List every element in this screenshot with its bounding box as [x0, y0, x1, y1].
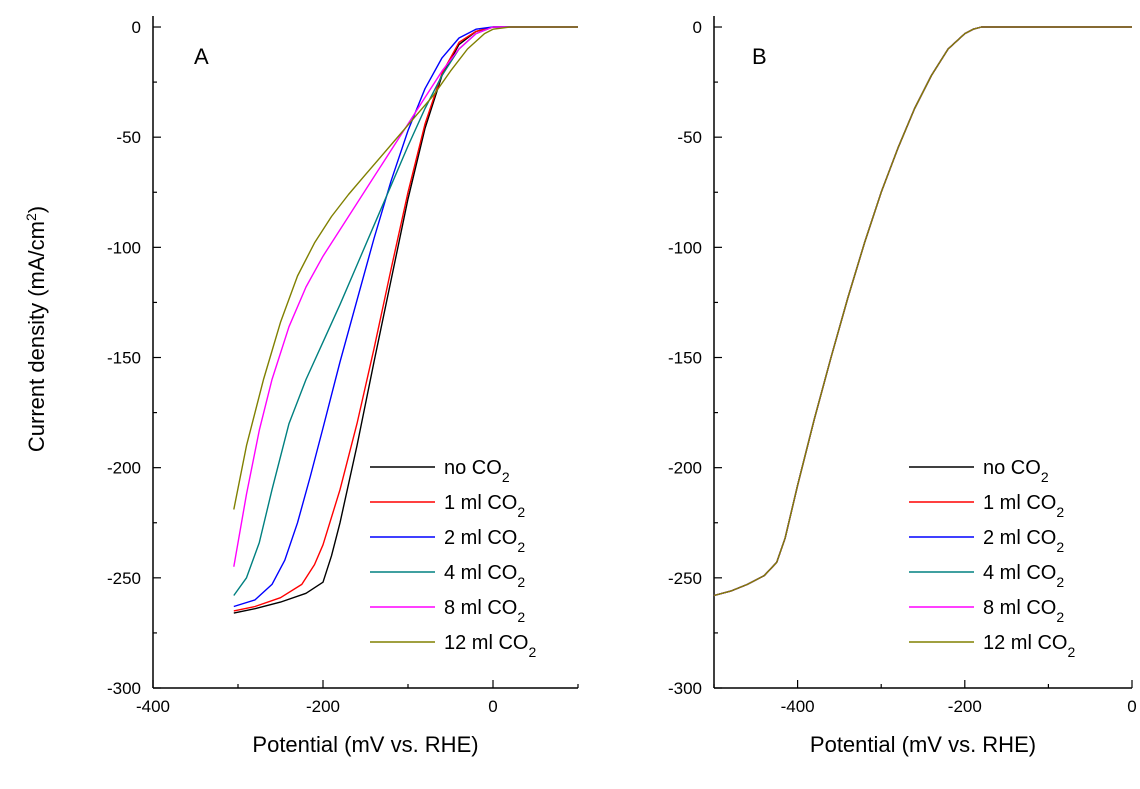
legend-entry: no CO2: [444, 457, 510, 485]
series-line: [713, 26, 1132, 597]
y-tick-label: -150: [107, 349, 141, 368]
legend-entry: 1 ml CO2: [444, 492, 525, 520]
y-tick-label: -150: [668, 349, 702, 368]
y-tick-label: -100: [668, 238, 702, 257]
y-tick-label: -300: [668, 679, 702, 698]
y-tick-label: -200: [668, 459, 702, 478]
legend-entry: no CO2: [983, 457, 1049, 485]
legend-entry: 4 ml CO2: [444, 562, 525, 590]
x-tick-label: 0: [488, 697, 497, 716]
series-line: [713, 26, 1132, 597]
y-axis-title: Current density (mA/cm2): [23, 206, 49, 452]
legend-entry: 2 ml CO2: [983, 527, 1064, 555]
legend-entry: 2 ml CO2: [444, 527, 525, 555]
series-line: [713, 26, 1132, 597]
legend-entry: 8 ml CO2: [983, 597, 1064, 625]
y-tick-label: -100: [107, 238, 141, 257]
series-line: [233, 26, 578, 612]
legend-entry: 1 ml CO2: [983, 492, 1064, 520]
y-tick-label: -300: [107, 679, 141, 698]
x-tick-label: -400: [136, 697, 170, 716]
legend-entry: 12 ml CO2: [444, 632, 536, 660]
panel-a: 0 -50 -100 -150 -200 -250 -300-400 -200 0 Potenti…: [107, 16, 579, 757]
series-line: [233, 26, 578, 596]
series-line: [713, 26, 1132, 597]
series-line: [713, 26, 1132, 597]
panel-letter: B: [752, 44, 767, 69]
series-line: [233, 26, 578, 608]
y-tick-label: 0: [693, 18, 702, 37]
legend-entry: 4 ml CO2: [983, 562, 1064, 590]
x-tick-label: 0: [1127, 697, 1136, 716]
series-line: [713, 26, 1132, 597]
y-tick-label: -250: [668, 569, 702, 588]
y-tick-label: -200: [107, 459, 141, 478]
legend-entry: 8 ml CO2: [444, 597, 525, 625]
y-tick-label: -50: [116, 128, 141, 147]
x-axis-title: Potential (mV vs. RHE): [252, 732, 478, 757]
series-line: [233, 26, 578, 567]
series-line: [233, 26, 578, 614]
x-tick-label: -200: [948, 697, 982, 716]
x-tick-label: -200: [306, 697, 340, 716]
y-tick-label: -50: [677, 128, 702, 147]
panel-letter: A: [194, 44, 209, 69]
x-tick-label: -400: [781, 697, 815, 716]
panel-b: 0 -50 -100 -150 -200 -250 -300 -400 -200 0 Potenti…: [668, 16, 1137, 757]
y-tick-label: -250: [107, 569, 141, 588]
y-tick-label: 0: [132, 18, 141, 37]
x-axis-title: Potential (mV vs. RHE): [810, 732, 1036, 757]
legend-entry: 12 ml CO2: [983, 632, 1075, 660]
series-line: [233, 26, 578, 510]
